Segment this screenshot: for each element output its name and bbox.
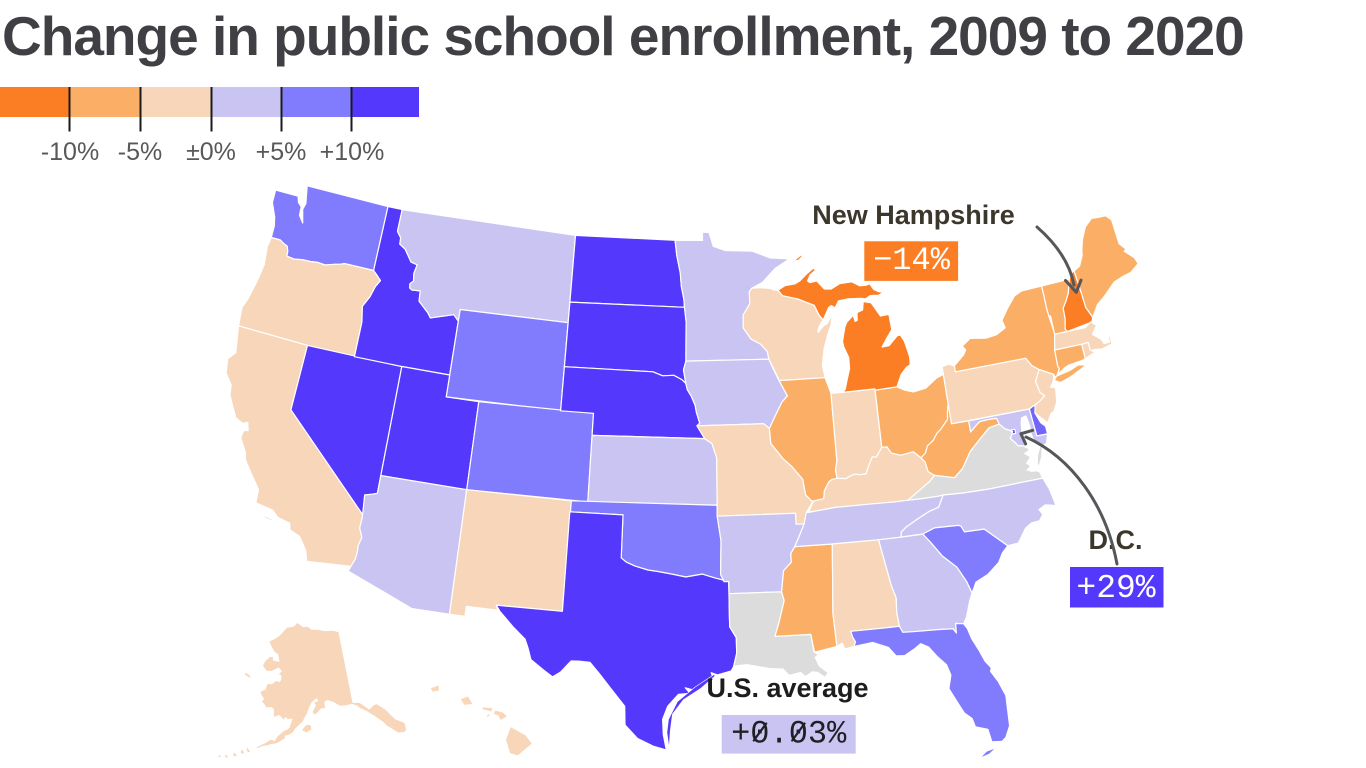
svg-text:+10%: +10% xyxy=(320,138,385,166)
svg-text:Change in public school enroll: Change in public school enrollment, 2009… xyxy=(2,5,1244,67)
svg-text:-10%: -10% xyxy=(41,138,99,166)
svg-text:U.S. average: U.S. average xyxy=(706,673,868,703)
svg-text:New Hampshire: New Hampshire xyxy=(812,200,1015,230)
svg-text:+5%: +5% xyxy=(256,138,307,166)
svg-text:+29%: +29% xyxy=(1076,570,1155,607)
svg-text:−14%: −14% xyxy=(873,242,951,279)
svg-text:D.C.: D.C. xyxy=(1089,525,1143,555)
svg-text:-5%: -5% xyxy=(118,138,162,166)
svg-text:+0.03%: +0.03% xyxy=(731,716,847,753)
svg-text:±0%: ±0% xyxy=(186,138,236,166)
